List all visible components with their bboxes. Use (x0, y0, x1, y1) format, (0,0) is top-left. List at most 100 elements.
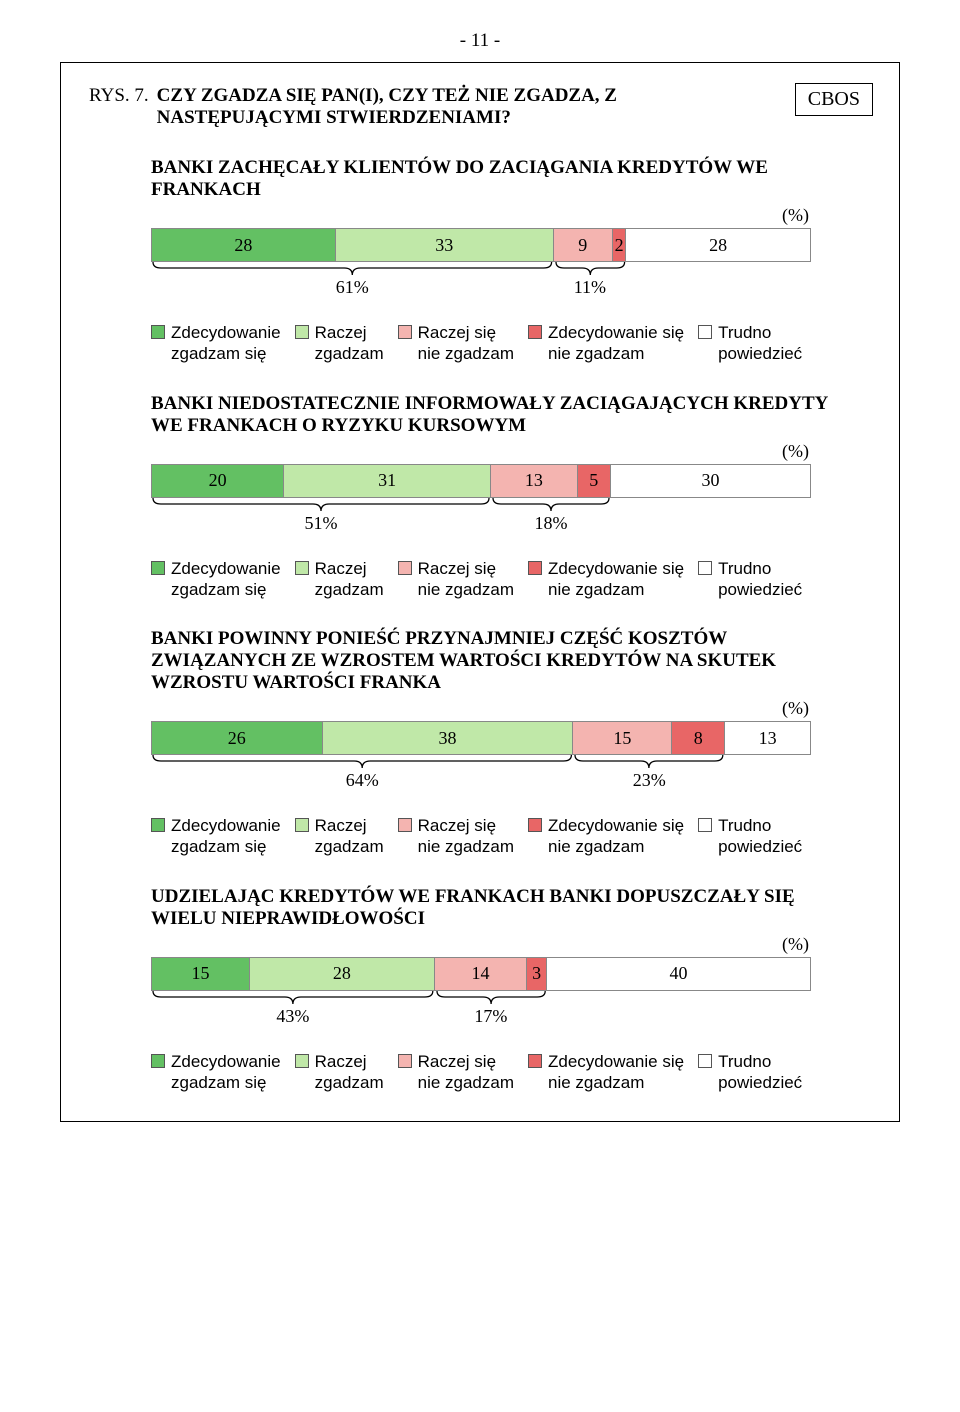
legend-label: Raczej sięnie zgadzam (418, 1051, 514, 1094)
legend-label: Raczejzgadzam (315, 322, 384, 365)
bar-segment: 20 (151, 465, 284, 497)
legend-label: Raczejzgadzam (315, 558, 384, 601)
legend-item: Zdecydowaniezgadzam się (151, 558, 281, 601)
agree-group-brace: 61% (151, 262, 554, 298)
agree-group-brace: 64% (151, 755, 573, 791)
agree-group-brace: 51% (151, 498, 491, 534)
bar-segment: 31 (284, 465, 491, 497)
legend-item: Raczej sięnie zgadzam (398, 558, 514, 601)
chart-legend: Zdecydowaniezgadzam się Raczejzgadzam Racz… (151, 322, 871, 365)
legend-item: Raczejzgadzam (295, 558, 384, 601)
legend-label: Raczej sięnie zgadzam (418, 558, 514, 601)
chart-title: BANKI ZACHĘCAŁY KLIENTÓW DO ZACIĄGANIA K… (151, 157, 831, 201)
legend-label: Raczejzgadzam (315, 815, 384, 858)
legend-label: Zdecydowanie sięnie zgadzam (548, 1051, 684, 1094)
legend-item: Zdecydowanie sięnie zgadzam (528, 322, 684, 365)
stacked-bar: 263815813 (151, 721, 811, 755)
corner-label: CBOS (795, 83, 873, 116)
bar-segment: 15 (573, 722, 672, 754)
agree-group-pct: 51% (151, 513, 491, 534)
percent-unit-label: (%) (151, 205, 811, 226)
disagree-group-brace: 23% (573, 755, 725, 791)
bar-segment: 40 (547, 958, 811, 990)
agree-group-pct: 43% (151, 1006, 435, 1027)
bar-segment: 30 (611, 465, 811, 497)
bar-segment: 26 (151, 722, 323, 754)
chart-block: BANKI POWINNY PONIEŚĆ PRZYNAJMNIEJ CZĘŚĆ… (89, 628, 871, 858)
chart-title: BANKI POWINNY PONIEŚĆ PRZYNAJMNIEJ CZĘŚĆ… (151, 628, 831, 694)
chart-block: UDZIELAJĄC KREDYTÓW WE FRANKACH BANKI DO… (89, 886, 871, 1094)
legend-item: Zdecydowaniezgadzam się (151, 1051, 281, 1094)
legend-swatch (151, 325, 165, 339)
legend-label: Zdecydowaniezgadzam się (171, 558, 281, 601)
legend-swatch (698, 818, 712, 832)
legend-item: Zdecydowaniezgadzam się (151, 322, 281, 365)
legend-swatch (398, 325, 412, 339)
figure-label: RYS. 7. (89, 85, 149, 107)
disagree-group-brace: 11% (554, 262, 627, 298)
legend-item: Raczejzgadzam (295, 1051, 384, 1094)
bar-segment: 28 (250, 958, 435, 990)
disagree-group-brace: 18% (491, 498, 611, 534)
bar-segment: 8 (672, 722, 725, 754)
legend-label: Zdecydowaniezgadzam się (171, 322, 281, 365)
legend-label: Raczej sięnie zgadzam (418, 322, 514, 365)
legend-label: Zdecydowanie sięnie zgadzam (548, 322, 684, 365)
survey-question: CZY ZGADZA SIĘ PAN(I), CZY TEŻ NIE ZGADZ… (157, 85, 777, 129)
brace-row: 61% 11% (151, 262, 811, 308)
bar-segment: 33 (336, 229, 554, 261)
legend-label: Trudnopowiedzieć (718, 558, 802, 601)
legend-label: Trudnopowiedzieć (718, 815, 802, 858)
legend-item: Trudnopowiedzieć (698, 815, 802, 858)
agree-group-pct: 64% (151, 770, 573, 791)
bar-segment: 3 (527, 958, 547, 990)
agree-group-pct: 61% (151, 277, 554, 298)
legend-item: Raczejzgadzam (295, 322, 384, 365)
brace-row: 51% 18% (151, 498, 811, 544)
stacked-bar: 203113530 (151, 464, 811, 498)
bar-segment: 5 (578, 465, 611, 497)
legend-swatch (151, 561, 165, 575)
legend-label: Zdecydowaniezgadzam się (171, 1051, 281, 1094)
legend-swatch (528, 561, 542, 575)
legend-item: Zdecydowanie sięnie zgadzam (528, 558, 684, 601)
legend-label: Zdecydowaniezgadzam się (171, 815, 281, 858)
chart-legend: Zdecydowaniezgadzam się Raczejzgadzam Racz… (151, 558, 871, 601)
legend-item: Zdecydowanie sięnie zgadzam (528, 1051, 684, 1094)
legend-swatch (528, 325, 542, 339)
chart-block: BANKI NIEDOSTATECZNIE INFORMOWAŁY ZACIĄG… (89, 393, 871, 601)
disagree-group-pct: 11% (554, 277, 627, 298)
chart-legend: Zdecydowaniezgadzam się Raczejzgadzam Racz… (151, 815, 871, 858)
chart-title: UDZIELAJĄC KREDYTÓW WE FRANKACH BANKI DO… (151, 886, 831, 930)
legend-item: Raczej sięnie zgadzam (398, 815, 514, 858)
legend-item: Zdecydowaniezgadzam się (151, 815, 281, 858)
legend-item: Zdecydowanie sięnie zgadzam (528, 815, 684, 858)
page-number: - 11 - (60, 30, 900, 52)
legend-label: Raczejzgadzam (315, 1051, 384, 1094)
legend-label: Raczej sięnie zgadzam (418, 815, 514, 858)
bar-segment: 15 (151, 958, 250, 990)
bar-segment: 14 (435, 958, 527, 990)
legend-swatch (698, 325, 712, 339)
legend-label: Zdecydowanie sięnie zgadzam (548, 815, 684, 858)
legend-swatch (295, 561, 309, 575)
bar-segment: 38 (323, 722, 574, 754)
brace-row: 43% 17% (151, 991, 811, 1037)
stacked-bar: 28339228 (151, 228, 811, 262)
figure-frame: CBOS RYS. 7. CZY ZGADZA SIĘ PAN(I), CZY … (60, 62, 900, 1122)
disagree-group-pct: 18% (491, 513, 611, 534)
brace-row: 64% 23% (151, 755, 811, 801)
disagree-group-brace: 17% (435, 991, 547, 1027)
bar-segment: 13 (491, 465, 578, 497)
bar-segment: 2 (613, 229, 626, 261)
legend-swatch (295, 325, 309, 339)
legend-swatch (398, 1054, 412, 1068)
legend-swatch (528, 818, 542, 832)
legend-item: Trudnopowiedzieć (698, 558, 802, 601)
legend-label: Zdecydowanie sięnie zgadzam (548, 558, 684, 601)
bar-segment: 9 (554, 229, 613, 261)
legend-item: Raczej sięnie zgadzam (398, 1051, 514, 1094)
legend-swatch (528, 1054, 542, 1068)
percent-unit-label: (%) (151, 698, 811, 719)
legend-item: Trudnopowiedzieć (698, 1051, 802, 1094)
